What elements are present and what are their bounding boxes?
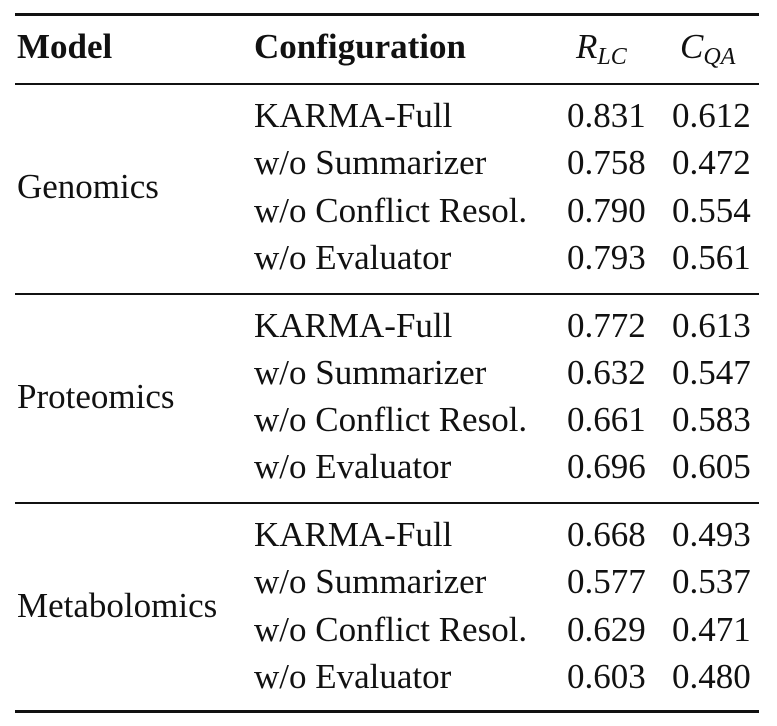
- bottom-rule: [15, 710, 759, 713]
- config-cell: w/o Evaluator: [254, 447, 452, 486]
- cqa-cell: 0.605: [672, 447, 751, 486]
- model-label: Metabolomics: [17, 586, 218, 625]
- rlc-cell: 0.758: [567, 143, 646, 182]
- cqa-cell: 0.561: [672, 238, 751, 277]
- rlc-cell: 0.772: [567, 306, 646, 345]
- config-cell: KARMA-Full: [254, 96, 453, 135]
- config-cell: w/o Summarizer: [254, 562, 487, 601]
- model-label: Proteomics: [17, 377, 175, 416]
- rlc-cell: 0.668: [567, 515, 646, 554]
- config-cell: KARMA-Full: [254, 515, 453, 554]
- cqa-cell: 0.613: [672, 306, 751, 345]
- rlc-cell: 0.603: [567, 657, 646, 696]
- group-rule-2: [15, 502, 759, 504]
- config-cell: w/o Conflict Resol.: [254, 191, 528, 230]
- config-cell: w/o Summarizer: [254, 353, 487, 392]
- header-configuration: Configuration: [254, 27, 466, 66]
- config-cell: w/o Conflict Resol.: [254, 610, 528, 649]
- rlc-cell: 0.696: [567, 447, 646, 486]
- rlc-cell: 0.629: [567, 610, 646, 649]
- config-cell: w/o Summarizer: [254, 143, 487, 182]
- config-cell: w/o Conflict Resol.: [254, 400, 528, 439]
- rlc-cell: 0.790: [567, 191, 646, 230]
- cqa-cell: 0.493: [672, 515, 751, 554]
- group-rule-1: [15, 293, 759, 295]
- header-model: Model: [17, 27, 113, 66]
- cqa-cell: 0.547: [672, 353, 751, 392]
- config-cell: w/o Evaluator: [254, 657, 452, 696]
- rlc-cell: 0.577: [567, 562, 646, 601]
- cqa-cell: 0.471: [672, 610, 751, 649]
- cqa-cell: 0.583: [672, 400, 751, 439]
- config-cell: KARMA-Full: [254, 306, 453, 345]
- cqa-cell: 0.480: [672, 657, 751, 696]
- cqa-cell: 0.472: [672, 143, 751, 182]
- model-label: Genomics: [17, 167, 159, 206]
- cqa-cell: 0.537: [672, 562, 751, 601]
- header-rlc: RLC: [576, 27, 627, 70]
- rlc-cell: 0.793: [567, 238, 646, 277]
- header-rule: [15, 83, 759, 85]
- rlc-cell: 0.632: [567, 353, 646, 392]
- rlc-cell: 0.831: [567, 96, 646, 135]
- config-cell: w/o Evaluator: [254, 238, 452, 277]
- cqa-cell: 0.612: [672, 96, 751, 135]
- top-rule: [15, 13, 759, 16]
- header-cqa: CQA: [680, 27, 736, 70]
- cqa-cell: 0.554: [672, 191, 751, 230]
- rlc-cell: 0.661: [567, 400, 646, 439]
